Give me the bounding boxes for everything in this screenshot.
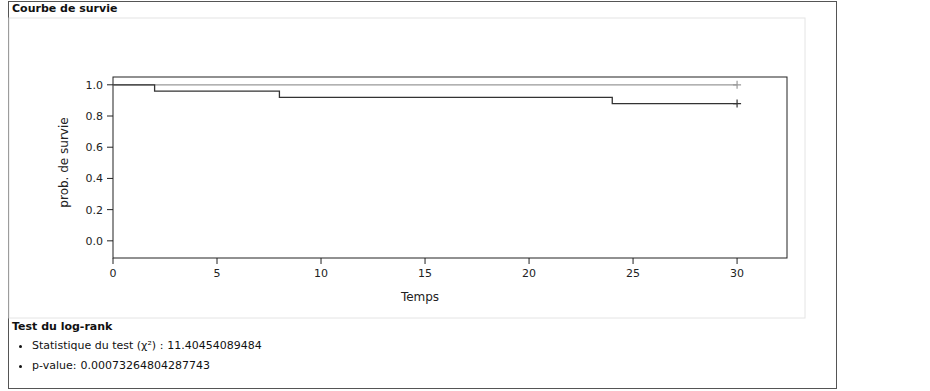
- censor-mark: [733, 100, 741, 108]
- x-tick-label: 30: [730, 267, 744, 280]
- x-tick: [633, 258, 634, 264]
- annotation-label: p-value:: [32, 359, 76, 372]
- y-tick-label: 0.2: [86, 204, 104, 217]
- y-tick-label: 0.8: [86, 110, 104, 123]
- x-tick-label: 15: [418, 267, 432, 280]
- survival-curve: [113, 85, 737, 104]
- x-tick: [425, 258, 426, 264]
- y-tick-label: 0.4: [86, 172, 104, 185]
- y-tick: [107, 240, 113, 241]
- y-axis-label: prob. de survie: [57, 117, 71, 207]
- x-axis-label: Temps: [400, 290, 439, 304]
- plot-area: [113, 81, 741, 108]
- y-tick: [107, 147, 113, 148]
- annotation-item: p-value: 0.00073264804287743: [32, 359, 262, 372]
- annotation-item: Statistique du test (χ²) : 11.40454089484: [32, 339, 262, 352]
- chart: 0.0 0.2 0.4 0.6 0.8 1.0 0 5 10 15 20 25 30 Temps prob.…: [0, 0, 930, 391]
- x-tick-label: 0: [110, 267, 117, 280]
- x-tick-label: 5: [214, 267, 221, 280]
- y-tick: [107, 209, 113, 210]
- annotation-value: 0.00073264804287743: [80, 359, 209, 372]
- title: Courbe de survie: [12, 2, 117, 15]
- annotation-heading: Test du log-rank: [12, 320, 262, 333]
- plot-frame: [113, 77, 787, 258]
- panel: [9, 18, 805, 318]
- x-tick: [529, 258, 530, 264]
- x-tick: [321, 258, 322, 264]
- y-tick: [107, 178, 113, 179]
- survival-curve: [113, 84, 737, 85]
- annotation-list: Statistique du test (χ²) : 11.40454089484…: [12, 339, 262, 372]
- y-tick-label: 1.0: [86, 79, 104, 92]
- y-tick: [107, 84, 113, 85]
- annotation-label: Statistique du test (χ²) :: [32, 339, 163, 352]
- annotation-value: 11.40454089484: [167, 339, 261, 352]
- y-tick-label: 0.0: [86, 235, 104, 248]
- y-tick-label: 0.6: [86, 141, 104, 154]
- x-tick: [217, 258, 218, 264]
- x-tick-label: 10: [314, 267, 328, 280]
- log-rank-block: Test du log-rank Statistique du test (χ²)…: [12, 320, 262, 379]
- x-tick-label: 25: [626, 267, 640, 280]
- y-tick: [107, 116, 113, 117]
- x-tick: [113, 258, 114, 264]
- x-tick: [737, 258, 738, 264]
- censor-mark: [733, 81, 741, 89]
- x-tick-label: 20: [522, 267, 536, 280]
